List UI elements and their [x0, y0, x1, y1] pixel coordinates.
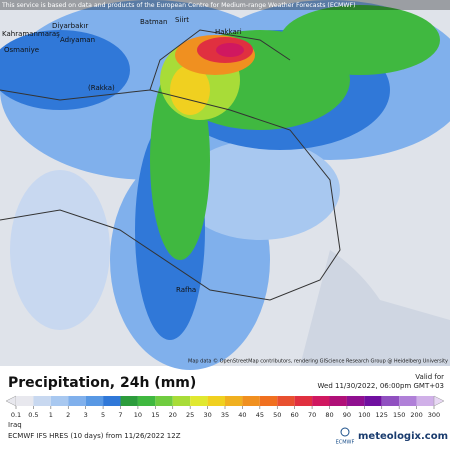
- city-label: Kahramanmaraş: [2, 30, 60, 38]
- scale-swatch: [225, 396, 243, 406]
- scale-label: 200: [410, 411, 422, 419]
- scale-swatch: [399, 396, 417, 406]
- border: [149, 29, 291, 91]
- scale-label: 45: [256, 411, 264, 419]
- city-label: Adıyaman: [60, 36, 95, 44]
- region: Iraq: [8, 421, 22, 429]
- scale-label: 70: [308, 411, 316, 419]
- scale-label: 40: [238, 411, 246, 419]
- scale-label: 10: [134, 411, 142, 419]
- city-label: Siirt: [175, 16, 189, 24]
- scale-label: 30: [203, 411, 211, 419]
- scale-swatch: [259, 396, 278, 406]
- scale-label: 0.5: [28, 411, 38, 419]
- notice: This service is based on data and produc…: [1, 2, 356, 9]
- scale-label: 25: [186, 411, 194, 419]
- scale-swatch: [381, 396, 400, 406]
- scale-swatch: [416, 396, 434, 406]
- scale-label: 7: [118, 411, 122, 419]
- city-label: Osmaniye: [4, 46, 39, 54]
- scale-label: 60: [291, 411, 299, 419]
- ecmwf-icon: [340, 427, 350, 437]
- city-label: (Rakka): [88, 84, 115, 92]
- scale-swatch: [172, 396, 191, 406]
- rain: [10, 170, 110, 330]
- scale-swatch: [68, 396, 86, 406]
- scale-swatch: [155, 396, 173, 406]
- scale-label: 2: [66, 411, 70, 419]
- scale-swatch: [85, 396, 104, 406]
- scale-arrow-left: [5, 395, 17, 407]
- rain: [180, 140, 340, 240]
- scale-swatch: [120, 396, 138, 406]
- scale-swatch: [33, 396, 51, 406]
- sea: [300, 250, 450, 366]
- scale-label: 100: [358, 411, 370, 419]
- model: ECMWF IFS HRES (10 days) from 11/26/2022…: [8, 432, 181, 440]
- scale-swatch: [190, 396, 208, 406]
- legend-title: Precipitation, 24h (mm): [8, 375, 196, 391]
- rain: [216, 43, 244, 57]
- scale-label: 50: [273, 411, 281, 419]
- scale-swatch: [207, 396, 225, 406]
- attribution: Map data © OpenStreetMap contributors, r…: [188, 358, 448, 365]
- rain: [0, 30, 130, 110]
- scale-label: 125: [376, 411, 388, 419]
- color-scale: 0.1 0.5 1 2 3 5 7 10 15 20 25 30 35 40 45 50 60 70 80 90 100…: [5, 395, 445, 419]
- scale-swatch: [242, 396, 260, 406]
- brand: meteologix.com: [358, 431, 448, 442]
- scale-swatch: [346, 396, 365, 406]
- city-label: Batman: [140, 18, 167, 26]
- notice-bg: [0, 0, 450, 10]
- scale-label: 15: [151, 411, 159, 419]
- ecmwf-logo: ECMWF: [336, 440, 355, 446]
- scale-swatch: [277, 396, 295, 406]
- valid-label: Valid for: [415, 373, 444, 381]
- valid-time: Wed 11/30/2022, 06:00pm GMT+03: [318, 382, 444, 390]
- scale-label: 5: [101, 411, 105, 419]
- scale-swatch: [364, 396, 382, 406]
- scale-swatch: [16, 396, 34, 406]
- scale-swatch: [312, 396, 330, 406]
- scale-label: 90: [343, 411, 351, 419]
- scale-label: 20: [169, 411, 177, 419]
- scale-swatch: [50, 396, 69, 406]
- city-label: Hakkari: [215, 28, 242, 36]
- scale-arrow-right: [433, 395, 445, 407]
- scale-label: 300: [428, 411, 440, 419]
- scale-label: 35: [221, 411, 229, 419]
- city-label: Diyarbakır: [52, 22, 88, 30]
- city-label: Rafha: [176, 286, 196, 294]
- scale-label: 0.1: [11, 411, 21, 419]
- scale-swatch: [329, 396, 347, 406]
- scale-label: 150: [393, 411, 405, 419]
- rain: [280, 5, 440, 75]
- scale-label: 3: [84, 411, 88, 419]
- scale-swatch: [294, 396, 313, 406]
- scale-label: 80: [325, 411, 333, 419]
- scale-label: 1: [49, 411, 53, 419]
- scale-swatch: [137, 396, 156, 406]
- scale-swatch: [103, 396, 121, 406]
- map: Diyarbakır Batman Siirt Hakkari Kahraman…: [0, 0, 450, 370]
